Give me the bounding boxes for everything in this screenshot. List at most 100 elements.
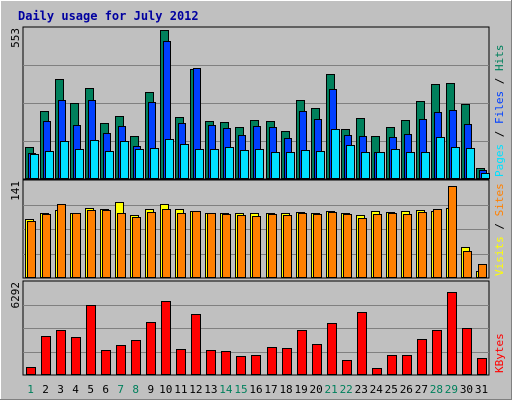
- day-label-3: 3: [57, 383, 64, 396]
- day-label-17: 17: [264, 383, 277, 396]
- bar-pages-day-28: [436, 137, 445, 179]
- bar-pages-day-14: [225, 147, 234, 179]
- bar-pages-day-6: [105, 151, 114, 179]
- bar-kbytes-day-5: [86, 305, 96, 375]
- bar-kbytes-day-2: [41, 336, 51, 375]
- day-label-23: 23: [355, 383, 368, 396]
- bar-pages-day-15: [240, 150, 249, 179]
- bar-kbytes-day-14: [221, 351, 231, 375]
- day-label-20: 20: [310, 383, 323, 396]
- bar-kbytes-day-31: [477, 358, 487, 375]
- bar-pages-day-27: [421, 152, 430, 179]
- bar-kbytes-day-13: [206, 350, 216, 375]
- day-label-2: 2: [42, 383, 49, 396]
- bar-kbytes-day-11: [176, 349, 186, 375]
- bar-sites-day-31: [478, 264, 487, 278]
- bar-sites-day-6: [102, 210, 111, 278]
- bar-pages-day-13: [210, 149, 219, 179]
- bar-sites-day-22: [343, 214, 352, 278]
- bar-kbytes-day-7: [116, 345, 126, 375]
- bar-pages-day-8: [135, 149, 144, 179]
- day-label-31: 31: [475, 383, 488, 396]
- bar-sites-day-2: [42, 214, 51, 278]
- max-label-hits_files_pages: 553: [9, 28, 22, 48]
- day-label-12: 12: [189, 383, 202, 396]
- bar-pages-day-3: [60, 141, 69, 179]
- axis-title-visits_sites: Visits / Sites: [493, 183, 506, 276]
- bar-pages-day-5: [90, 140, 99, 179]
- bar-sites-day-4: [72, 213, 81, 278]
- bar-kbytes-day-15: [236, 356, 246, 375]
- bar-sites-day-26: [403, 214, 412, 278]
- axis-title-files: Files: [493, 91, 506, 124]
- bar-kbytes-day-21: [327, 323, 337, 375]
- bar-pages-day-7: [120, 141, 129, 179]
- bar-kbytes-day-18: [282, 348, 292, 375]
- day-label-26: 26: [400, 383, 413, 396]
- day-label-16: 16: [249, 383, 262, 396]
- bar-pages-day-29: [451, 147, 460, 179]
- bar-pages-day-25: [391, 149, 400, 179]
- bar-pages-day-20: [316, 151, 325, 179]
- bar-sites-day-30: [463, 251, 472, 278]
- axis-title-kbytes: KBytes: [493, 333, 506, 373]
- day-label-30: 30: [460, 383, 473, 396]
- bar-pages-day-10: [165, 139, 174, 179]
- bar-sites-day-9: [147, 212, 156, 278]
- bar-sites-day-21: [328, 212, 337, 278]
- bar-pages-day-11: [180, 144, 189, 179]
- day-label-1: 1: [27, 383, 34, 396]
- day-label-18: 18: [279, 383, 292, 396]
- bar-kbytes-day-23: [357, 312, 367, 375]
- bar-sites-day-14: [222, 214, 231, 278]
- bar-pages-day-21: [331, 129, 340, 179]
- bar-pages-day-26: [406, 152, 415, 179]
- bar-sites-day-15: [237, 215, 246, 278]
- day-label-4: 4: [72, 383, 79, 396]
- axis-title-separator: /: [493, 216, 506, 236]
- axis-title-kbytes: KBytes: [493, 333, 506, 373]
- bar-kbytes-day-29: [447, 292, 457, 375]
- bar-pages-day-31: [481, 173, 490, 179]
- day-label-21: 21: [325, 383, 338, 396]
- bar-kbytes-day-22: [342, 360, 352, 375]
- bar-kbytes-day-17: [267, 347, 277, 375]
- day-label-11: 11: [174, 383, 187, 396]
- max-label-visits_sites: 141: [9, 181, 22, 201]
- bar-sites-day-24: [373, 214, 382, 278]
- day-label-10: 10: [159, 383, 172, 396]
- day-label-19: 19: [294, 383, 307, 396]
- day-label-22: 22: [340, 383, 353, 396]
- bar-sites-day-13: [207, 213, 216, 278]
- day-label-28: 28: [430, 383, 443, 396]
- axis-title-separator: /: [493, 124, 506, 144]
- day-label-13: 13: [204, 383, 217, 396]
- bar-kbytes-day-6: [101, 350, 111, 375]
- bar-sites-day-19: [298, 213, 307, 278]
- bar-kbytes-day-4: [71, 337, 81, 375]
- bar-kbytes-day-20: [312, 344, 322, 375]
- bar-kbytes-day-25: [387, 355, 397, 375]
- bar-kbytes-day-9: [146, 322, 156, 375]
- day-label-15: 15: [234, 383, 247, 396]
- bar-kbytes-day-16: [251, 355, 261, 375]
- day-label-8: 8: [132, 383, 139, 396]
- axis-title-pages: Pages: [493, 144, 506, 177]
- bar-sites-day-23: [358, 218, 367, 278]
- bar-kbytes-day-27: [417, 339, 427, 375]
- day-label-29: 29: [445, 383, 458, 396]
- bar-sites-day-12: [192, 211, 201, 278]
- day-label-9: 9: [147, 383, 154, 396]
- day-label-24: 24: [370, 383, 384, 396]
- bar-pages-day-1: [30, 154, 39, 179]
- bar-sites-day-5: [87, 210, 96, 278]
- bar-sites-day-17: [268, 214, 277, 278]
- day-label-27: 27: [415, 383, 428, 396]
- bar-sites-day-11: [177, 213, 186, 278]
- bar-sites-day-3: [57, 204, 66, 278]
- bar-pages-day-4: [75, 149, 84, 179]
- bar-pages-day-22: [346, 145, 355, 179]
- day-label-5: 5: [87, 383, 94, 396]
